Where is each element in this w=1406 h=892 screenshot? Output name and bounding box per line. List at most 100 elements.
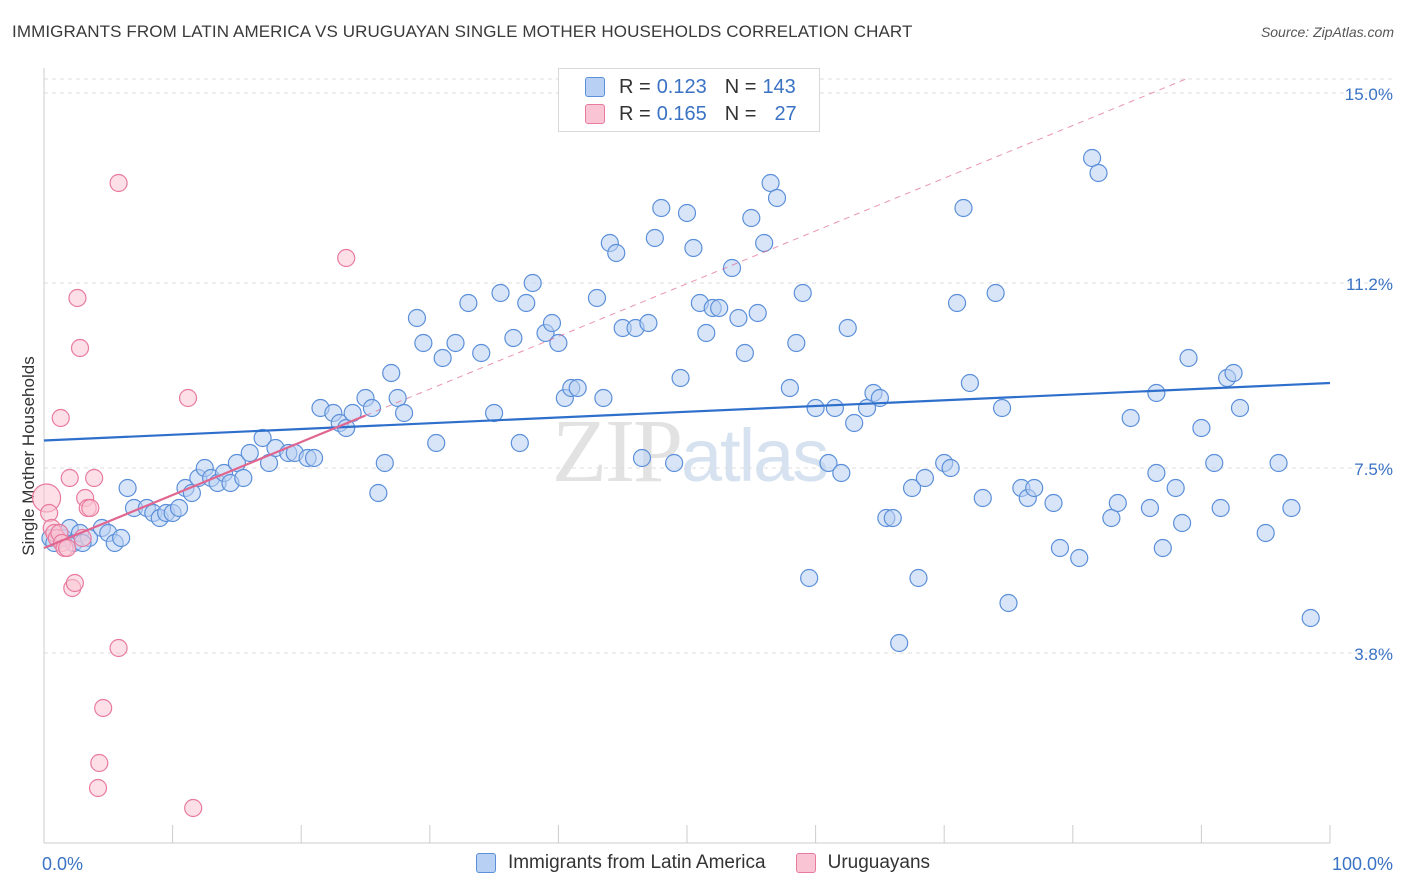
point-uruguayans: [337, 248, 356, 268]
point-latin-america: [1230, 398, 1250, 418]
point-latin-america: [504, 328, 523, 348]
point-latin-america: [1153, 538, 1172, 558]
point-latin-america: [825, 398, 844, 418]
point-latin-america: [1147, 463, 1166, 483]
legend-r-value-blue: 0.123: [656, 75, 707, 98]
watermark-atlas: atlas: [681, 414, 829, 497]
point-latin-america: [1211, 498, 1230, 518]
point-latin-america: [1179, 348, 1198, 368]
point-latin-america: [587, 288, 607, 308]
point-latin-america: [1089, 163, 1108, 183]
point-latin-america: [446, 333, 465, 353]
point-latin-america: [1102, 508, 1121, 528]
series-label-uruguayans: Uruguayans: [827, 852, 931, 873]
point-latin-america: [459, 293, 478, 313]
point-latin-america: [665, 453, 684, 473]
series-legend-item-latin-america: Immigrants from Latin America: [475, 852, 766, 874]
point-latin-america: [607, 243, 626, 263]
point-latin-america: [1044, 493, 1063, 513]
legend-n-label: N =: [724, 75, 757, 98]
point-latin-america: [1256, 523, 1275, 543]
point-latin-america: [671, 368, 690, 388]
point-uruguayans: [51, 408, 70, 428]
point-uruguayans: [68, 288, 87, 308]
point-uruguayans: [178, 388, 198, 408]
point-uruguayans: [184, 798, 203, 818]
point-latin-america: [388, 388, 407, 408]
point-latin-america: [806, 398, 825, 418]
point-uruguayans: [90, 753, 109, 773]
point-latin-america: [992, 398, 1012, 418]
point-latin-america: [1282, 498, 1301, 518]
point-latin-america: [112, 528, 131, 548]
y-tick-label: 7.5%: [1354, 460, 1393, 479]
trendline-uruguayans: [43, 414, 366, 550]
point-latin-america: [999, 593, 1018, 613]
series-swatch-blue: [475, 853, 496, 873]
point-latin-america: [485, 403, 504, 423]
point-latin-america: [677, 203, 697, 223]
series-label-latin-america: Immigrants from Latin America: [507, 852, 766, 873]
point-uruguayans: [88, 778, 108, 798]
point-latin-america: [549, 333, 568, 353]
point-latin-america: [542, 313, 562, 333]
point-latin-america: [645, 228, 664, 248]
point-uruguayans: [70, 338, 90, 358]
point-latin-america: [472, 343, 491, 363]
point-latin-america: [800, 568, 819, 588]
legend-swatch-pink: [585, 104, 605, 124]
legend-row-uruguayans: R = 0.165 N = 27: [585, 101, 797, 127]
point-latin-america: [433, 348, 452, 368]
point-latin-america: [1224, 363, 1243, 383]
point-latin-america: [491, 283, 510, 303]
point-latin-america: [973, 488, 992, 508]
x-tick-label: 100.0%: [1332, 854, 1393, 874]
point-latin-america: [832, 463, 851, 483]
watermark-zip: ZIP: [552, 402, 683, 501]
point-latin-america: [304, 448, 324, 468]
point-latin-america: [890, 633, 909, 653]
point-latin-america: [253, 428, 272, 448]
series-legend: Immigrants from Latin America Uruguayans: [0, 852, 1406, 874]
point-latin-america: [382, 363, 401, 383]
point-uruguayans: [40, 503, 59, 523]
y-tick-label: 11.2%: [1346, 275, 1393, 294]
point-latin-america: [909, 568, 928, 588]
point-uruguayans: [60, 468, 79, 488]
point-latin-america: [845, 413, 864, 433]
legend-r-label: R =: [619, 75, 651, 98]
point-latin-america: [1269, 453, 1288, 473]
point-latin-america: [960, 373, 980, 393]
series-legend-item-uruguayans: Uruguayans: [795, 852, 931, 874]
point-latin-america: [510, 433, 529, 453]
correlation-legend: R = 0.123 N = 143 R = 0.165 N = 27: [558, 68, 820, 132]
trendline-uruguayans-extended: [365, 77, 1189, 416]
point-latin-america: [915, 468, 935, 488]
point-latin-america: [748, 303, 767, 323]
point-latin-america: [1121, 408, 1140, 428]
point-latin-america: [1070, 548, 1089, 568]
point-latin-america: [767, 188, 787, 208]
point-latin-america: [697, 323, 716, 343]
point-latin-america: [568, 378, 587, 398]
point-latin-america: [394, 403, 414, 423]
point-uruguayans: [85, 468, 104, 488]
y-axis-title: Single Mother Households: [19, 356, 38, 555]
point-latin-america: [1082, 148, 1102, 168]
point-latin-america: [639, 313, 658, 333]
point-latin-america: [414, 333, 433, 353]
x-tick-label: 0.0%: [42, 854, 83, 874]
point-latin-america: [594, 388, 613, 408]
point-latin-america: [375, 453, 394, 473]
point-latin-america: [1166, 478, 1185, 498]
point-latin-america: [819, 453, 838, 473]
watermark: ZIPatlas: [552, 400, 829, 503]
point-latin-america: [407, 308, 427, 328]
point-latin-america: [902, 478, 922, 498]
point-latin-america: [1050, 538, 1070, 558]
point-uruguayans: [109, 173, 128, 193]
point-latin-america: [369, 483, 388, 503]
point-uruguayans: [94, 698, 113, 718]
point-latin-america: [234, 468, 253, 488]
point-latin-america: [684, 238, 703, 258]
